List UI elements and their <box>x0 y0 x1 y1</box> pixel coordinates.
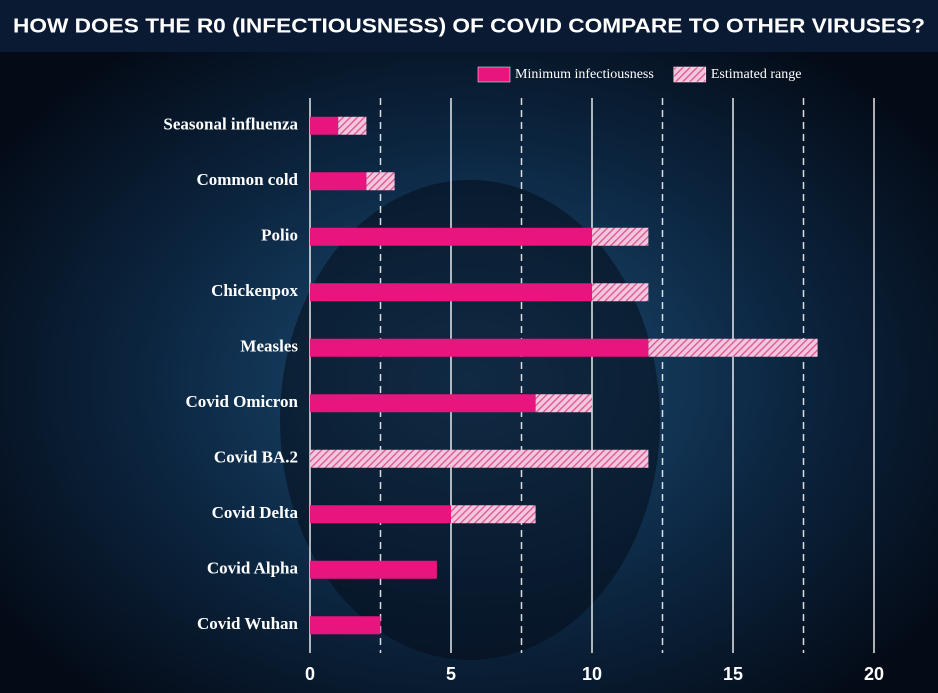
bar-segment <box>592 283 649 302</box>
bar-segment <box>310 560 437 579</box>
category-label: Covid Omicron <box>185 392 298 411</box>
x-tick-label: 20 <box>864 664 884 684</box>
bar-segment <box>451 505 536 524</box>
category-label: Polio <box>261 226 298 245</box>
bar-segment <box>310 449 649 468</box>
x-tick-label: 15 <box>723 664 743 684</box>
category-label: Measles <box>240 337 298 356</box>
category-label: Common cold <box>196 170 298 189</box>
category-label: Seasonal influenza <box>163 115 298 134</box>
x-tick-label: 10 <box>582 664 602 684</box>
bar-segment <box>310 505 451 524</box>
category-label: Covid Wuhan <box>197 614 298 633</box>
bar-segment <box>310 283 592 302</box>
bar-segment <box>310 616 381 635</box>
bar-segment <box>310 116 339 135</box>
legend-swatch <box>673 66 707 83</box>
legend-label: Estimated range <box>711 67 802 82</box>
bar-segment <box>592 227 649 246</box>
bar-segment <box>338 116 367 135</box>
silhouette <box>280 180 660 660</box>
x-tick-label: 0 <box>305 664 315 684</box>
legend-swatch <box>477 66 511 83</box>
bar-segment <box>310 172 367 191</box>
x-tick-label: 5 <box>446 664 456 684</box>
bar-segment <box>310 394 536 413</box>
chart-title: HOW DOES THE R0 (INFECTIOUSNESS) OF COVI… <box>13 15 925 37</box>
category-label: Chickenpox <box>211 281 298 300</box>
bar-segment <box>310 338 649 357</box>
title-banner <box>0 0 938 52</box>
category-label: Covid BA.2 <box>214 448 298 467</box>
bar-segment <box>535 394 592 413</box>
category-label: Covid Delta <box>212 503 299 522</box>
bar-segment <box>648 338 818 357</box>
category-label: Covid Alpha <box>207 559 299 578</box>
legend-label: Minimum infectiousness <box>515 67 654 82</box>
bar-segment <box>310 227 592 246</box>
bar-segment <box>366 172 395 191</box>
